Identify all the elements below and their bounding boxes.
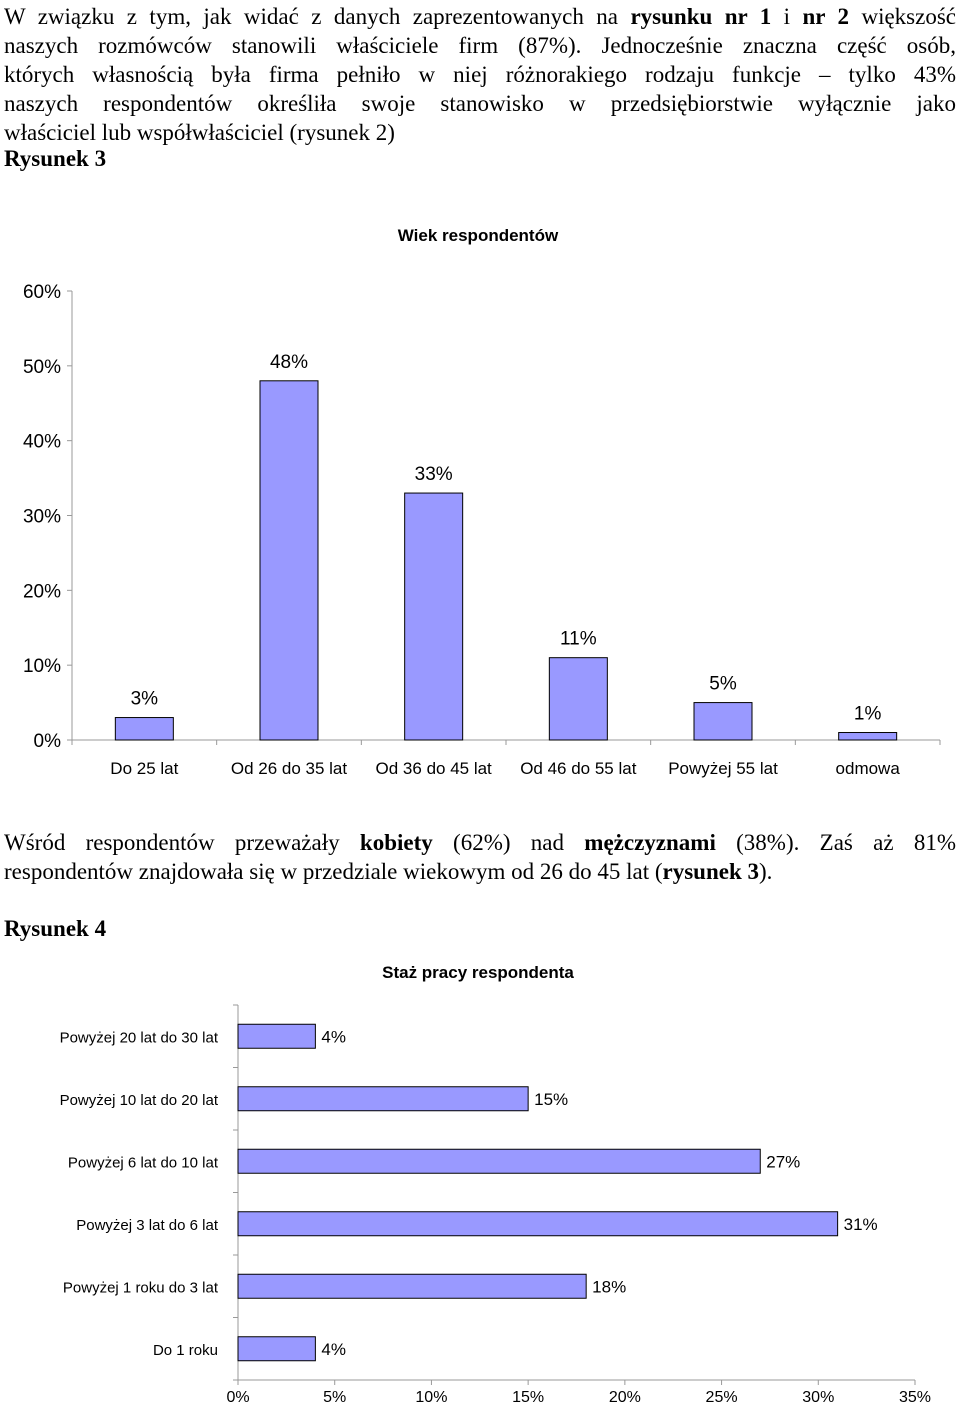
bold-text: mężczyznami [584,830,716,855]
text-run: (62%) nad [432,830,585,855]
middle-line: respondentów znajdowała się w przedziale… [4,857,956,886]
data-label: 48% [270,352,308,373]
category-label: Od 36 do 45 lat [376,759,493,778]
y-tick-label: 40% [23,432,61,453]
category-label: Od 46 do 55 lat [520,759,637,778]
intro-line: W związku z tym, jak widać z danych zapr… [4,2,956,31]
category-label: Powyżej 1 roku do 3 lat [63,1279,219,1296]
text-run: większość [849,4,956,29]
bold-text: nr 2 [802,4,850,29]
x-tick-label: 0% [226,1389,249,1406]
bold-text: kobiety [359,830,433,855]
text-run: naszych rozmówców stanowili właściciele … [4,33,956,58]
text-run: (38%). Zaś aż 81% [715,830,956,855]
category-label: Do 1 roku [153,1342,218,1359]
bold-text: rysunek 3 [662,859,760,884]
bold-text: rysunku nr 1 [630,4,772,29]
figure-3-heading: Rysunek 3 [4,146,107,171]
text-run: respondentów znajdowała się w przedziale… [4,859,663,884]
category-label: Powyżej 6 lat do 10 lat [68,1154,219,1171]
data-label: 33% [415,464,453,485]
y-tick-label: 50% [23,357,61,378]
middle-line: Wśród respondentów przeważały kobiety (6… [4,828,956,857]
text-run: W związku z tym, jak widać z danych zapr… [4,4,631,29]
text-run: naszych respondentów określiła swoje sta… [4,91,956,116]
bar [237,1336,316,1362]
category-label: odmowa [836,759,901,778]
bar [237,1211,839,1237]
data-label: 31% [844,1215,878,1234]
y-tick-label: 10% [23,656,61,677]
bar [404,492,464,741]
bar [237,1148,761,1174]
x-tick-label: 5% [323,1389,346,1406]
category-label: Powyżej 10 lat do 20 lat [60,1092,219,1109]
category-label: Powyżej 20 lat do 30 lat [60,1029,219,1046]
bar [237,1023,316,1049]
intro-line: których własnością była firma pełniło w … [4,60,956,89]
x-tick-label: 15% [512,1389,544,1406]
bar [838,732,898,741]
y-tick-label: 60% [23,282,61,303]
gender-age-paragraph: Wśród respondentów przeważały kobiety (6… [4,828,956,886]
x-tick-label: 30% [802,1389,834,1406]
y-tick-label: 20% [23,581,61,602]
x-tick-label: 10% [415,1389,447,1406]
text-run: i [771,4,803,29]
category-label: Powyżej 55 lat [668,759,778,778]
bar [237,1086,529,1112]
category-label: Do 25 lat [110,759,178,778]
category-label: Powyżej 3 lat do 6 lat [76,1217,219,1234]
bar [114,717,174,741]
data-label: 11% [560,629,597,650]
intro-line: naszych respondentów określiła swoje sta… [4,89,956,118]
bar [237,1273,587,1299]
data-label: 15% [534,1090,568,1109]
chart-title: Wiek respondentów [398,226,559,245]
bar [259,380,319,741]
text-run: Wśród respondentów przeważały [4,830,360,855]
x-tick-label: 25% [706,1389,738,1406]
data-label: 4% [321,1027,346,1046]
data-label: 1% [854,704,882,725]
category-label: Od 26 do 35 lat [231,759,348,778]
data-label: 5% [709,674,737,695]
age-bar-chart: Wiek respondentów 0% 10% 20% 30% 40% 50% 60% 3% D… [23,226,941,778]
x-tick-label: 35% [899,1389,931,1406]
intro-paragraph: W związku z tym, jak widać z danych zapr… [4,2,956,147]
y-tick-label: 0% [34,731,62,752]
data-label: 18% [592,1277,626,1296]
y-tick-label: 30% [23,507,61,528]
intro-line: właściciel lub współwłaściciel (rysunek … [4,118,956,147]
work-experience-bar-chart: Staż pracy respondenta 0% 5% 10% 15% 20% 25% 30… [60,963,931,1406]
intro-line: naszych rozmówców stanowili właściciele … [4,31,956,60]
data-label: 3% [131,689,159,710]
figure-4-heading: Rysunek 4 [4,916,107,941]
bar [548,657,608,741]
text-run: których własnością była firma pełniło w … [4,62,956,87]
data-label: 4% [321,1340,346,1359]
data-label: 27% [766,1152,800,1171]
text-run: ). [759,859,773,884]
chart-title: Staż pracy respondenta [382,963,574,982]
x-tick-label: 20% [609,1389,641,1406]
text-run: właściciel lub współwłaściciel (rysunek … [4,120,395,145]
bar [693,702,753,741]
